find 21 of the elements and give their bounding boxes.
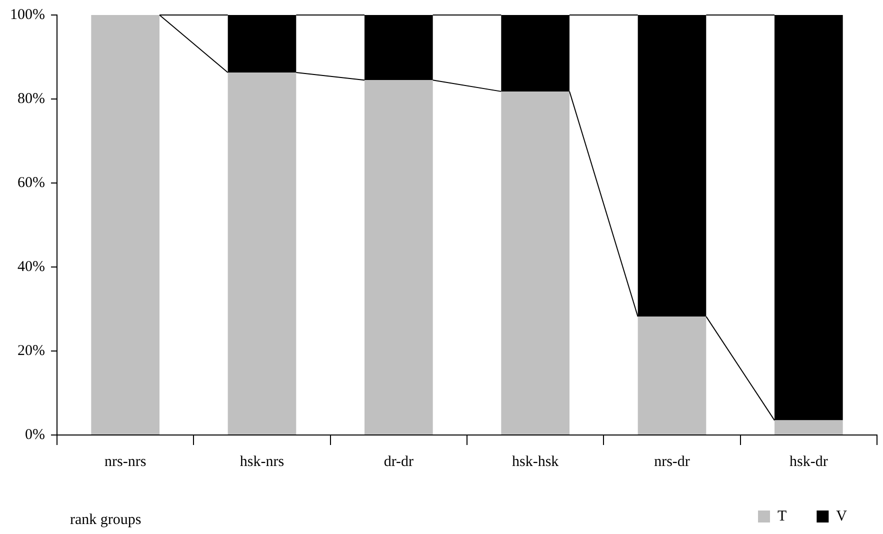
legend-label: V [836, 508, 848, 524]
x-tick-label: dr-dr [384, 454, 414, 470]
bar [364, 80, 433, 434]
bar [91, 15, 160, 434]
x-tick-label: nrs-dr [654, 454, 690, 470]
x-tick-label: nrs-nrs [104, 454, 146, 470]
bar [228, 72, 296, 434]
y-tick-label: 0% [24, 426, 45, 443]
legend-label: T [778, 508, 787, 524]
y-tick-label: 60% [17, 174, 45, 191]
bar [501, 91, 570, 434]
x-axis-title: rank groups [70, 512, 142, 529]
bar [638, 316, 706, 434]
x-tick-label: hsk-nrs [240, 454, 284, 470]
y-tick-label: 100% [10, 6, 45, 23]
x-tick-label: hsk-dr [790, 454, 828, 470]
y-tick-label: 40% [17, 258, 45, 275]
y-tick-label: 20% [17, 342, 45, 359]
y-tick-label: 80% [17, 90, 45, 107]
bar [774, 420, 843, 434]
x-tick-label: hsk-hsk [512, 454, 560, 470]
